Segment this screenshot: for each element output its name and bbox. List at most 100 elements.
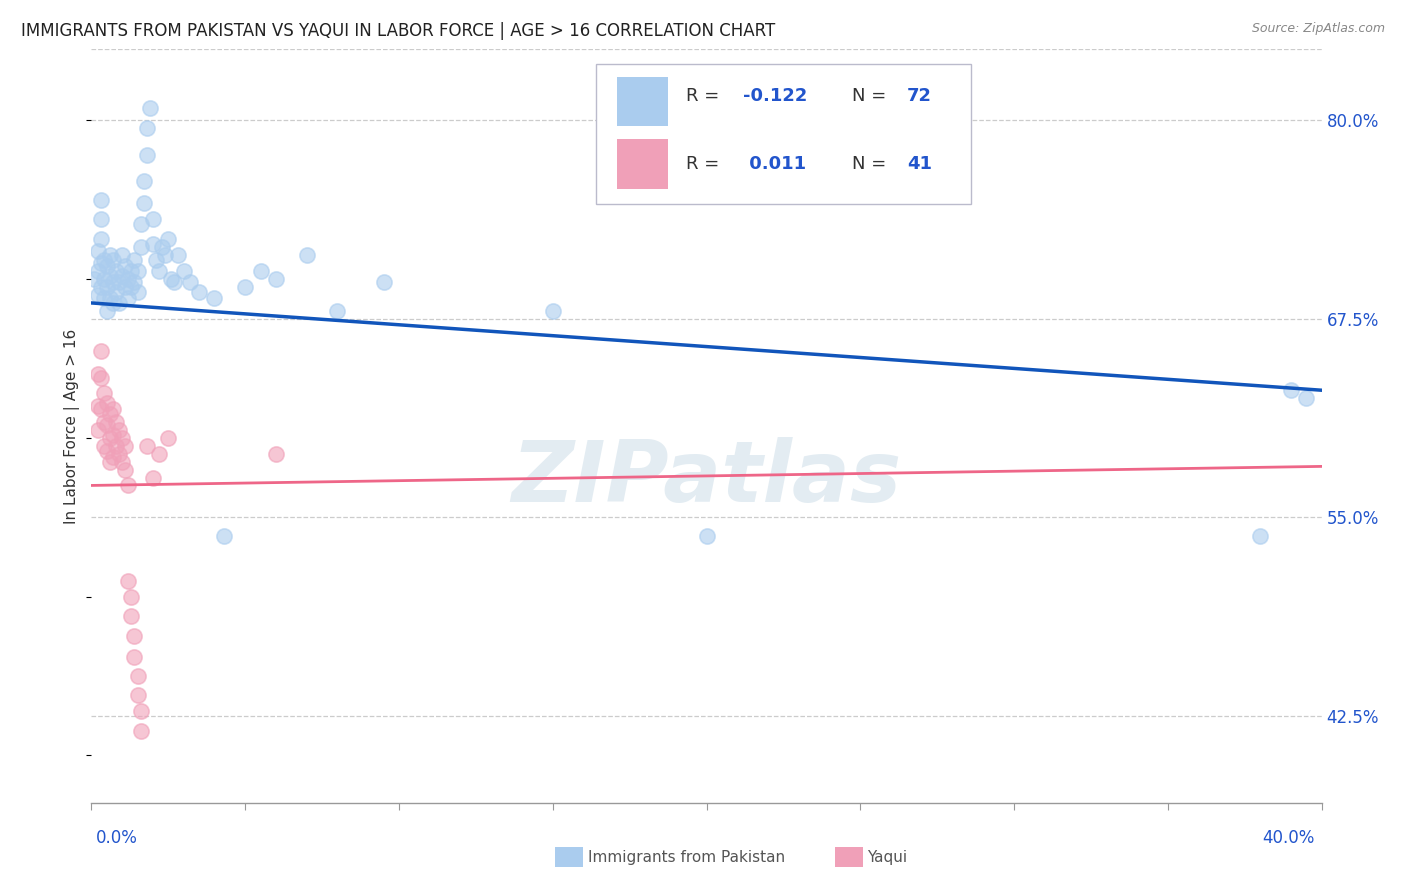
Point <box>150 240 173 254</box>
Point <box>98 248 121 262</box>
Point <box>127 669 149 683</box>
Text: R =: R = <box>686 87 724 105</box>
Point <box>120 590 142 604</box>
Text: 72: 72 <box>907 87 932 105</box>
Point <box>101 296 124 310</box>
Point <box>373 276 395 290</box>
Point <box>127 688 149 702</box>
Point <box>142 237 165 252</box>
Point <box>90 280 112 294</box>
Point <box>96 280 118 294</box>
Point <box>117 574 139 588</box>
Point <box>96 396 118 410</box>
Point <box>90 232 112 246</box>
Point <box>142 470 165 484</box>
Text: R =: R = <box>686 154 724 173</box>
Point <box>696 529 718 543</box>
Point <box>96 418 118 433</box>
Point <box>98 268 121 283</box>
Point <box>90 402 112 417</box>
Point <box>233 280 256 294</box>
Point <box>153 248 177 262</box>
Point <box>86 288 108 302</box>
Point <box>139 101 162 115</box>
Text: ZIPatlas: ZIPatlas <box>512 437 901 520</box>
Point <box>160 272 183 286</box>
Point <box>98 455 121 469</box>
Point <box>86 264 108 278</box>
Point <box>120 608 142 623</box>
Point <box>101 450 124 464</box>
Point <box>114 439 136 453</box>
Point <box>148 447 170 461</box>
Point <box>117 291 139 305</box>
Text: 0.0%: 0.0% <box>96 830 138 847</box>
Point <box>90 256 112 270</box>
Point <box>101 427 124 442</box>
Bar <box>617 139 668 188</box>
Point <box>96 443 118 458</box>
Point <box>108 423 131 437</box>
Text: Source: ZipAtlas.com: Source: ZipAtlas.com <box>1251 22 1385 36</box>
Point <box>163 276 186 290</box>
Point <box>83 272 105 286</box>
Point <box>105 415 127 429</box>
Text: Immigrants from Pakistan: Immigrants from Pakistan <box>588 850 785 864</box>
Point <box>148 264 170 278</box>
Point <box>120 280 142 294</box>
Text: 40.0%: 40.0% <box>1263 830 1315 847</box>
Point <box>86 368 108 382</box>
Point <box>93 415 115 429</box>
Point <box>117 478 139 492</box>
Point <box>108 276 131 290</box>
Point <box>202 291 225 305</box>
Text: N =: N = <box>852 154 891 173</box>
Point <box>135 439 157 453</box>
Point <box>86 244 108 258</box>
Point <box>135 121 157 136</box>
Point <box>93 386 115 401</box>
Point <box>98 431 121 445</box>
Point <box>166 248 188 262</box>
Point <box>96 304 118 318</box>
Point <box>96 260 118 274</box>
Point <box>188 285 211 299</box>
Point <box>127 264 149 278</box>
Point <box>111 431 134 445</box>
Point <box>111 455 134 469</box>
Text: N =: N = <box>852 87 891 105</box>
Point <box>135 148 157 162</box>
Text: 0.011: 0.011 <box>744 154 807 173</box>
Point <box>127 285 149 299</box>
Point <box>157 232 180 246</box>
Point <box>105 285 127 299</box>
Point <box>541 304 564 318</box>
Point <box>1295 391 1317 405</box>
Point <box>129 724 152 739</box>
Point <box>124 649 146 664</box>
Point <box>86 423 108 437</box>
Point <box>93 291 115 305</box>
Point <box>129 217 152 231</box>
Point <box>117 272 139 286</box>
Text: IMMIGRANTS FROM PAKISTAN VS YAQUI IN LABOR FORCE | AGE > 16 CORRELATION CHART: IMMIGRANTS FROM PAKISTAN VS YAQUI IN LAB… <box>21 22 775 40</box>
Point <box>114 280 136 294</box>
Point <box>145 253 167 268</box>
Point <box>101 253 124 268</box>
Point <box>108 296 131 310</box>
Point <box>86 399 108 413</box>
Point <box>1279 383 1302 397</box>
Point <box>295 248 318 262</box>
Point <box>173 264 195 278</box>
Point <box>93 272 115 286</box>
Point <box>114 260 136 274</box>
Point <box>108 447 131 461</box>
Point <box>90 343 112 358</box>
Point <box>124 253 146 268</box>
Point <box>264 272 287 286</box>
Point <box>98 291 121 305</box>
Point <box>132 174 155 188</box>
Point <box>111 248 134 262</box>
Text: Yaqui: Yaqui <box>868 850 908 864</box>
Point <box>264 447 287 461</box>
